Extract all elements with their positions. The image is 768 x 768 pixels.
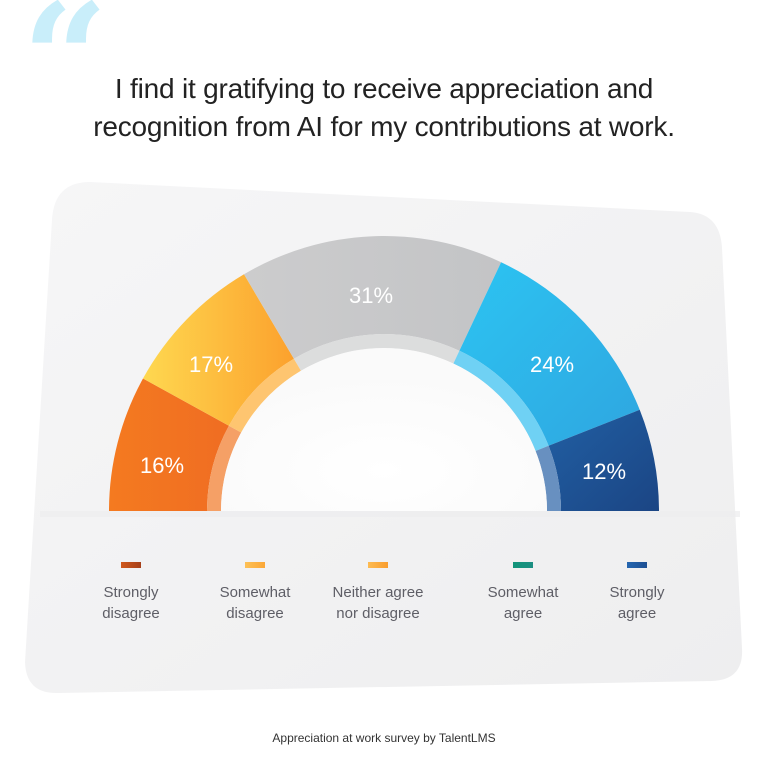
title-line-1: I find it gratifying to receive apprecia… [114,73,654,104]
page-title: I find it gratifying to receive apprecia… [0,70,768,146]
legend-label-line2: agree [503,605,543,622]
legend-label-line1: Somewhat [219,584,291,601]
legend-swatch [245,562,265,568]
segment-strongly-disagree [109,378,229,511]
gauge-segments [109,236,659,511]
legend-swatch [121,562,141,568]
gauge-inner-ring [207,333,562,511]
legend-swatch [513,562,533,568]
gauge-inner-disc [221,348,547,511]
legend-label: Strongly disagree [66,582,196,624]
title-line-2: recognition from AI for my contributions… [93,111,675,142]
segment-somewhat-agree [459,262,640,446]
ring-strongly-disagree [207,425,242,511]
gauge-baseline-band [40,511,740,517]
legend-item-neither: Neither agree nor disagree [313,562,443,624]
ring-somewhat-disagree [228,358,301,433]
legend-item-strongly-agree: Strongly agree [572,562,702,624]
label-strongly-agree: 12% [582,459,626,484]
legend-label-line2: agree [617,605,657,622]
legend-label: Strongly agree [572,582,702,624]
legend-label-line1: Neither agree [332,584,424,601]
legend-label-line2: disagree [102,605,160,622]
legend-item-somewhat-disagree: Somewhat disagree [190,562,320,624]
source-caption: Appreciation at work survey by TalentLMS [272,731,496,745]
legend-label: Neither agree nor disagree [313,582,443,624]
segment-strongly-agree [548,409,659,511]
legend-swatch [627,562,647,568]
legend-swatch [368,562,388,568]
legend-label: Somewhat disagree [190,582,320,624]
segment-labels: 16% 17% 31% 24% 12% [140,283,626,484]
legend-label-line2: disagree [226,605,284,622]
legend-label-line1: Somewhat [487,584,559,601]
ring-neither [293,333,460,371]
legend-label-line2: nor disagree [336,605,420,622]
ring-somewhat-agree [453,350,549,451]
legend-label: Somewhat agree [458,582,588,624]
legend-label-line1: Strongly [103,584,159,601]
label-somewhat-disagree: 17% [189,352,233,377]
label-strongly-disagree: 16% [140,453,184,478]
legend-item-strongly-disagree: Strongly disagree [66,562,196,624]
segment-neither [244,236,502,359]
legend-label-line1: Strongly [609,584,665,601]
segment-somewhat-disagree [143,274,294,426]
label-neither: 31% [349,283,393,308]
legend-item-somewhat-agree: Somewhat agree [458,562,588,624]
quote-mark-icon: “ [22,0,109,147]
ring-strongly-agree [535,445,562,511]
label-somewhat-agree: 24% [530,352,574,377]
